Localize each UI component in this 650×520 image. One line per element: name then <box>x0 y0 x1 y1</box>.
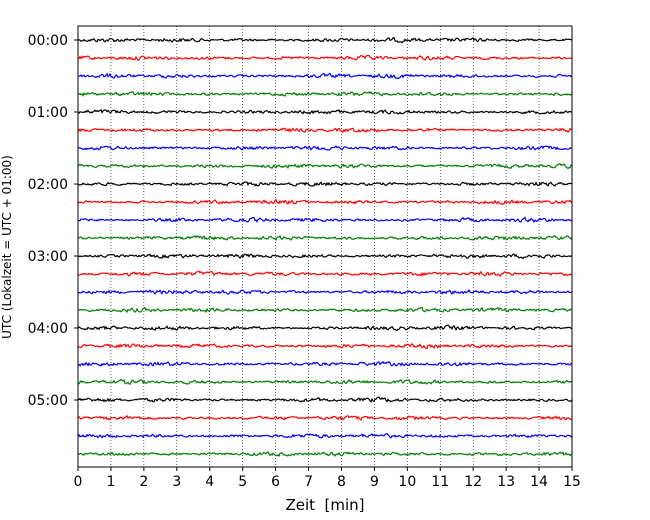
x-tick-label: 11 <box>431 474 449 490</box>
seismogram-trace <box>77 306 573 314</box>
y-tick-label: 02:00 <box>28 177 68 193</box>
seismogram-trace <box>77 54 573 61</box>
seismogram-trace <box>77 181 573 187</box>
y-tick-label: 00:00 <box>28 33 68 49</box>
x-tick-label: 13 <box>497 474 515 490</box>
seismogram-trace <box>77 91 573 97</box>
y-axis-ticks: 00:00 01:00 02:00 03:00 04:00 05:00 <box>28 33 78 409</box>
seismogram-trace <box>77 253 573 260</box>
seismogram-trace <box>77 324 573 332</box>
x-tick-label: 5 <box>238 474 247 490</box>
x-tick-label: 9 <box>370 474 379 490</box>
seismogram-trace <box>77 216 573 223</box>
y-tick-label: 03:00 <box>28 249 68 265</box>
x-tick-label: 4 <box>205 474 214 490</box>
seismogram-trace <box>77 198 573 205</box>
x-tick-label: 14 <box>530 474 548 490</box>
x-tick-label: 7 <box>304 474 313 490</box>
seismogram-trace <box>77 289 573 295</box>
seismogram-trace <box>77 342 573 350</box>
plot-frame <box>77 25 573 468</box>
seismogram-trace <box>77 127 573 134</box>
seismogram-trace <box>77 163 573 170</box>
x-tick-label: 2 <box>139 474 148 490</box>
x-tick-label: 10 <box>398 474 416 490</box>
y-tick-label: 05:00 <box>28 393 68 409</box>
seismogram-trace <box>77 109 573 115</box>
seismogram-trace <box>77 36 573 44</box>
y-axis-label: UTC (Lokalzeit = UTC + 01:00) <box>0 155 14 339</box>
seismogram-trace <box>77 72 573 80</box>
seismogram-trace <box>77 396 573 403</box>
seismogram-trace <box>77 234 573 242</box>
seismogram-trace <box>77 360 573 367</box>
seismogram-trace <box>77 450 573 458</box>
seismogram-trace <box>77 414 573 421</box>
seismogram-trace <box>77 145 573 151</box>
seismogram-traces <box>77 36 573 458</box>
seismogram-trace <box>77 432 573 439</box>
x-tick-label: 12 <box>464 474 482 490</box>
x-tick-label: 0 <box>74 474 83 490</box>
seismogram-trace <box>77 378 573 385</box>
x-tick-label: 1 <box>106 474 115 490</box>
x-tick-label: 8 <box>337 474 346 490</box>
x-axis-ticks: 0 1 2 3 4 5 6 7 8 9 10 11 12 13 14 15 <box>74 467 581 490</box>
x-tick-label: 15 <box>563 474 581 490</box>
x-axis-label: Zeit [min] <box>285 496 364 514</box>
seismogram-trace <box>77 270 573 278</box>
y-tick-label: 04:00 <box>28 321 68 337</box>
x-tick-label: 6 <box>271 474 280 490</box>
x-tick-label: 3 <box>172 474 181 490</box>
y-tick-label: 01:00 <box>28 105 68 121</box>
